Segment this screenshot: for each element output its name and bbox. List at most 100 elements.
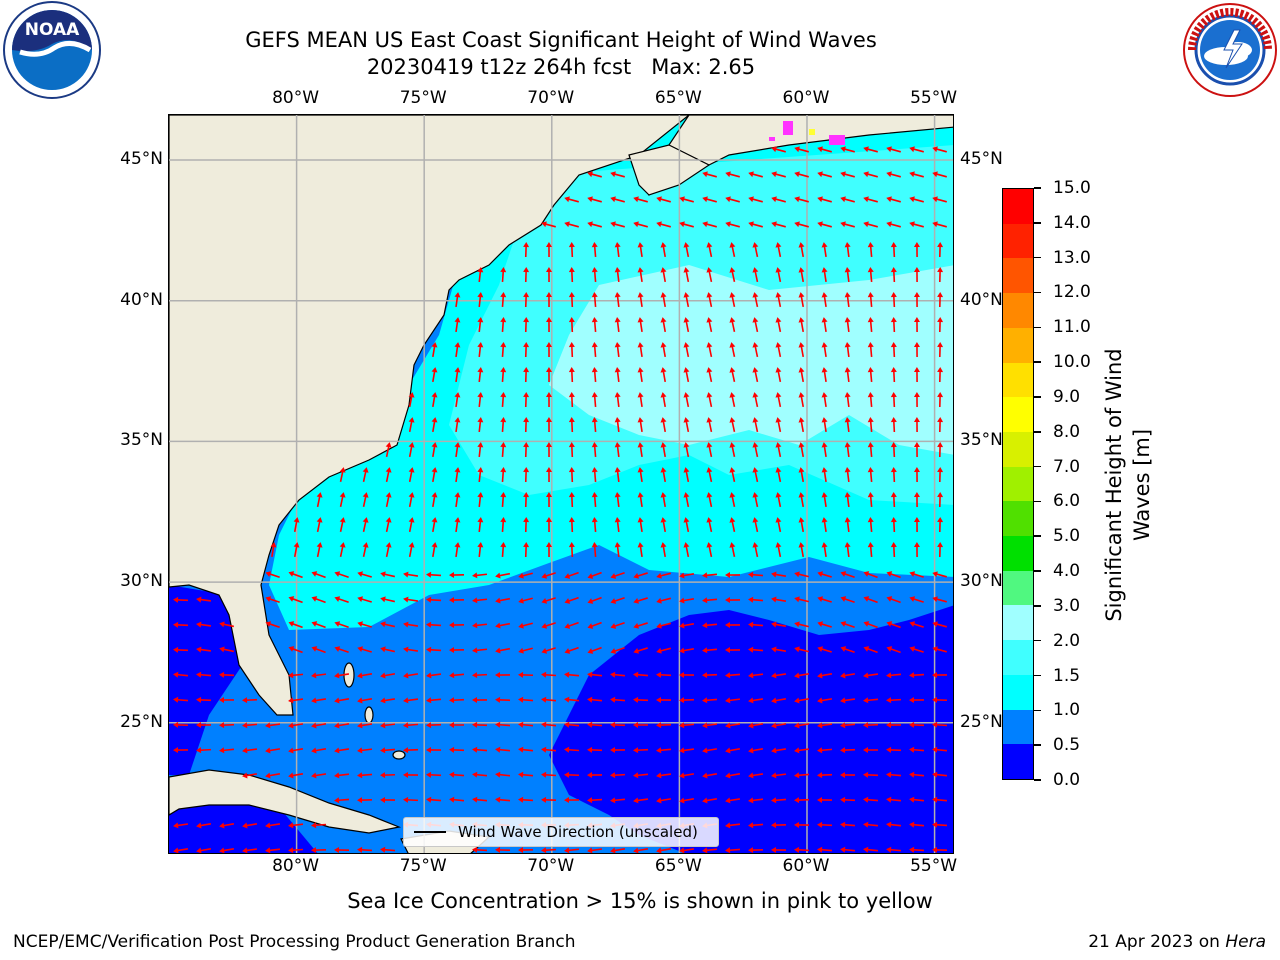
wave-direction-arrow <box>545 517 552 533</box>
wave-direction-arrow <box>568 492 575 508</box>
wave-direction-arrow <box>656 747 672 754</box>
wave-direction-arrow <box>426 571 442 578</box>
wave-direction-arrow <box>403 646 419 653</box>
wave-direction-arrow <box>196 722 212 729</box>
wave-direction-arrow <box>477 542 484 558</box>
wave-direction-arrow <box>702 747 718 754</box>
wave-direction-arrow <box>633 597 648 604</box>
lon-tick-label: 65°W <box>654 88 702 108</box>
wave-direction-arrow <box>637 367 644 383</box>
wave-direction-arrow <box>867 492 874 508</box>
wave-direction-arrow <box>890 342 897 358</box>
wave-direction-arrow <box>844 317 851 333</box>
wave-direction-arrow <box>454 292 461 308</box>
wave-direction-arrow <box>909 672 925 679</box>
wave-direction-arrow <box>909 796 925 803</box>
wave-direction-arrow <box>288 571 303 579</box>
wave-direction-arrow <box>288 621 303 629</box>
wave-direction-arrow <box>587 171 602 178</box>
wave-direction-arrow <box>660 292 667 308</box>
wave-direction-arrow <box>633 696 649 703</box>
wave-direction-arrow <box>656 671 672 678</box>
wave-direction-arrow <box>385 442 392 458</box>
wave-direction-arrow <box>683 317 690 333</box>
sea-ice-cell <box>829 135 845 145</box>
wave-direction-arrow <box>909 721 925 728</box>
wave-direction-arrow <box>196 747 212 754</box>
wave-direction-arrow <box>775 542 782 558</box>
wave-direction-arrow <box>794 697 810 704</box>
wave-direction-arrow <box>660 342 667 358</box>
wave-direction-arrow <box>610 221 625 228</box>
cuba <box>169 769 402 834</box>
wave-direction-arrow <box>909 821 925 828</box>
wave-direction-arrow <box>771 646 787 653</box>
colorbar-tick-mark <box>1034 187 1041 189</box>
wave-direction-arrow <box>748 196 763 203</box>
wave-direction-arrow <box>775 267 782 283</box>
wave-direction-arrow <box>472 597 488 604</box>
wave-direction-arrow <box>817 146 832 153</box>
wave-direction-arrow <box>886 672 902 679</box>
wave-direction-arrow <box>500 467 507 483</box>
colorbar-tick-label: 9.0 <box>1053 386 1081 407</box>
wave-direction-arrow <box>477 292 484 308</box>
map-panel <box>168 114 954 854</box>
wave-direction-arrow <box>794 747 810 754</box>
lat-tick-label: 25°N <box>120 711 163 732</box>
wave-direction-arrow <box>775 442 782 458</box>
wave-direction-arrow <box>844 242 851 258</box>
graticule <box>169 115 953 853</box>
wave-direction-arrow <box>477 417 484 433</box>
wave-direction-arrow <box>587 596 602 604</box>
wave-direction-arrow <box>518 572 533 579</box>
wave-direction-arrow <box>545 317 552 333</box>
wave-direction-arrow <box>679 622 695 629</box>
lat-tick-label: 30°N <box>960 571 1003 592</box>
wave-direction-arrow <box>173 646 189 653</box>
wave-direction-arrow <box>937 442 944 458</box>
wave-direction-arrow <box>426 746 442 753</box>
wave-direction-arrow <box>725 572 741 579</box>
wave-direction-arrow <box>265 747 281 754</box>
wave-direction-arrow <box>932 846 948 853</box>
wave-direction-arrow <box>932 571 947 578</box>
wave-direction-arrow <box>518 647 533 654</box>
wave-direction-arrow <box>637 542 644 558</box>
wave-direction-arrow <box>454 342 461 358</box>
wave-direction-arrow <box>702 772 718 779</box>
wave-direction-arrow <box>844 417 851 433</box>
colorbar-swatch <box>1003 501 1033 537</box>
wave-direction-arrow <box>729 542 736 558</box>
lon-tick-label: 60°W <box>782 856 830 876</box>
wave-direction-arrow <box>863 796 879 803</box>
wave-direction-arrow <box>591 442 598 458</box>
wave-direction-arrow <box>316 492 323 508</box>
wave-direction-arrow <box>591 242 598 258</box>
wave-direction-arrow <box>311 646 326 654</box>
wave-direction-arrow <box>587 696 603 703</box>
wave-direction-arrow <box>683 367 690 383</box>
wave-direction-arrow <box>679 847 695 853</box>
bahamas-island <box>392 750 406 760</box>
wave-direction-arrow <box>909 221 924 228</box>
wave-direction-arrow <box>775 242 782 258</box>
wave-direction-arrow <box>775 317 782 333</box>
wave-direction-arrow <box>545 392 552 408</box>
wave-direction-arrow <box>683 267 690 283</box>
wave-direction-arrow <box>242 722 258 729</box>
wave-direction-arrow <box>449 771 465 778</box>
wave-direction-arrow <box>656 597 671 604</box>
wave-direction-arrow <box>523 292 530 308</box>
wave-direction-arrow <box>817 221 832 228</box>
wave-direction-arrow <box>656 722 672 729</box>
wave-direction-arrow <box>702 597 718 604</box>
wave-direction-arrow <box>242 772 258 779</box>
wave-direction-arrow <box>541 221 556 228</box>
wave-direction-arrow <box>587 797 603 804</box>
wave-direction-arrow <box>614 267 621 283</box>
wave-direction-arrow <box>288 772 304 779</box>
wave-direction-arrow <box>844 367 851 383</box>
wave-direction-arrow <box>403 796 419 803</box>
wave-direction-arrow <box>614 542 621 558</box>
